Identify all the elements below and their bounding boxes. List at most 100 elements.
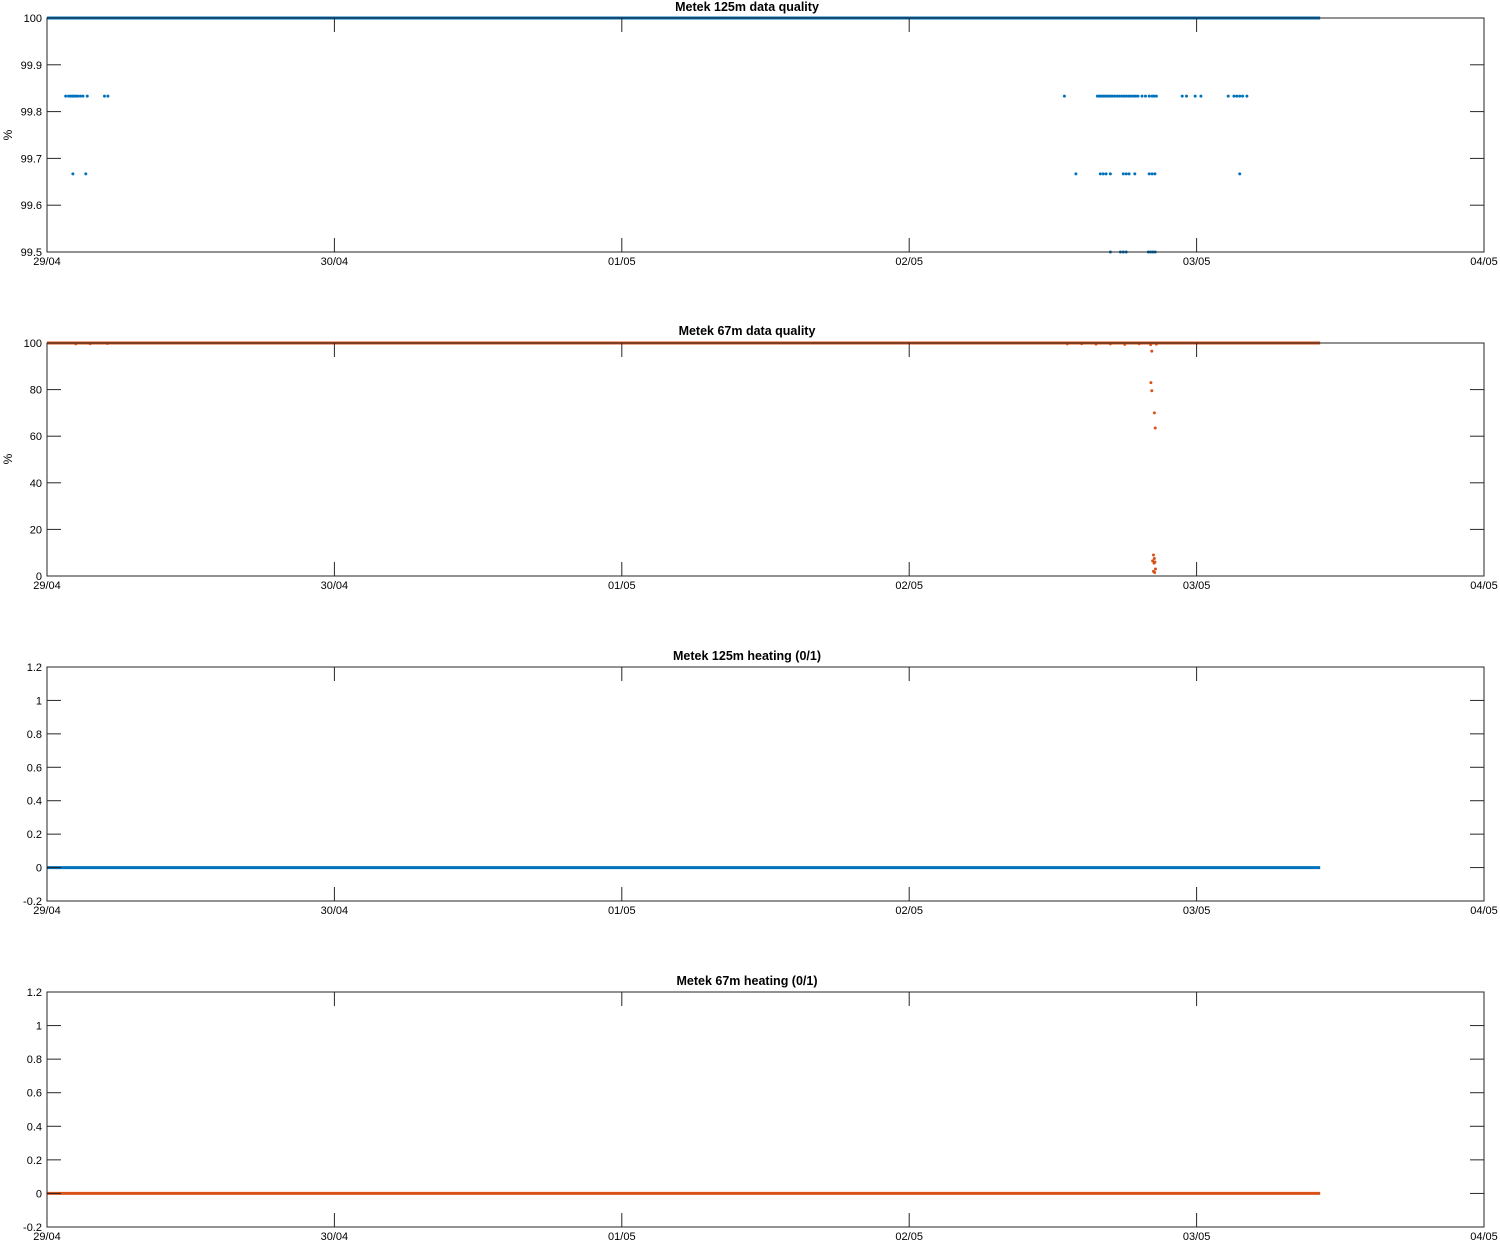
data-point xyxy=(1241,94,1245,98)
x-tick-label: 02/05 xyxy=(895,580,923,592)
data-point xyxy=(1152,561,1156,565)
data-point xyxy=(1129,94,1133,98)
y-tick-label: 0 xyxy=(36,571,42,583)
data-point xyxy=(1147,94,1151,98)
data-point xyxy=(1143,94,1147,98)
chart-title: Metek 67m heating (0/1) xyxy=(676,974,817,988)
data-point xyxy=(1111,94,1115,98)
y-tick-label: 100 xyxy=(24,13,42,25)
subplot-67m-data-quality: Metek 67m data quality % 29/04 30/04 01/05… xyxy=(1,324,1498,592)
y-tick-label: 99.6 xyxy=(21,200,42,212)
y-tick-label: 1.2 xyxy=(27,987,42,999)
data-point xyxy=(1185,94,1189,98)
y-tick-label: 60 xyxy=(30,431,42,443)
data-point xyxy=(1235,94,1239,98)
x-tick-label: 02/05 xyxy=(895,256,923,268)
axes-box xyxy=(46,666,1485,902)
plot-area: 29/04 30/04 01/05 02/05 03/05 04/05 -0.2 0 0.2 0.… xyxy=(23,662,1498,917)
x-tick-label: 04/05 xyxy=(1470,580,1498,592)
x-tick-label: 29/04 xyxy=(33,256,61,268)
y-tick-label: 0.2 xyxy=(27,1155,42,1167)
plot-area: 29/04 30/04 01/05 02/05 03/05 04/05 -0.2 0 0.2 0.… xyxy=(23,987,1498,1243)
x-tick-label: 03/05 xyxy=(1183,580,1211,592)
data-point xyxy=(1074,172,1078,176)
data-point xyxy=(1098,172,1102,176)
x-tick-label: 30/04 xyxy=(321,905,349,917)
data-point xyxy=(106,94,110,98)
data-point xyxy=(1149,381,1153,385)
x-tick-label: 30/04 xyxy=(321,1231,349,1243)
y-tick-label: 1 xyxy=(36,695,42,707)
x-tick-label: 01/05 xyxy=(608,580,636,592)
data-point xyxy=(1121,172,1125,176)
data-point xyxy=(1150,349,1154,353)
x-tick-label: 30/04 xyxy=(321,580,349,592)
data-point xyxy=(1151,553,1155,557)
data-point xyxy=(1124,172,1128,176)
axes-box xyxy=(46,17,1485,253)
data-point xyxy=(1238,94,1242,98)
data-point xyxy=(1152,411,1156,415)
data-point xyxy=(1131,94,1135,98)
data-point xyxy=(1153,426,1157,430)
plot-area: 29/04 30/04 01/05 02/05 03/05 04/05 0 20 40 60 80 1… xyxy=(24,338,1498,592)
x-tick-label: 29/04 xyxy=(33,1231,61,1243)
data-point xyxy=(1127,172,1131,176)
data-point xyxy=(1108,172,1112,176)
data-point xyxy=(1154,567,1157,571)
data-point xyxy=(1151,559,1155,563)
y-tick-label: 0 xyxy=(36,1188,42,1200)
data-point xyxy=(1113,94,1117,98)
x-tick-label: 29/04 xyxy=(33,905,61,917)
data-point xyxy=(1232,94,1236,98)
y-tick-label: 20 xyxy=(30,524,42,536)
y-axis-label: % xyxy=(1,453,15,464)
x-tick-label: 03/05 xyxy=(1183,905,1211,917)
data-point xyxy=(1199,94,1203,98)
x-tick-label: 29/04 xyxy=(33,580,61,592)
data-point xyxy=(1152,94,1156,98)
data-point xyxy=(1101,172,1105,176)
data-point xyxy=(81,94,85,98)
data-point xyxy=(71,172,75,176)
data-point xyxy=(1153,571,1157,574)
data-point xyxy=(1193,94,1197,98)
x-tick-label: 04/05 xyxy=(1470,1231,1498,1243)
x-tick-label: 02/05 xyxy=(895,905,923,917)
y-tick-label: 0.4 xyxy=(27,1121,42,1133)
x-tick-label: 03/05 xyxy=(1183,1231,1211,1243)
y-tick-label: 80 xyxy=(30,385,42,397)
data-point xyxy=(1062,94,1066,98)
data-point xyxy=(1127,94,1131,98)
plot-area: 29/04 30/04 01/05 02/05 03/05 04/05 99.5 99.6 99… xyxy=(21,13,1498,268)
x-tick-label: 01/05 xyxy=(608,1231,636,1243)
y-tick-label: 1.2 xyxy=(27,662,42,674)
data-point xyxy=(1115,94,1119,98)
y-tick-label: 100 xyxy=(24,338,42,350)
y-tick-label: 0.4 xyxy=(27,796,42,808)
chart-title: Metek 125m heating (0/1) xyxy=(673,649,821,663)
y-axis-label: % xyxy=(1,129,15,140)
y-tick-label: -0.2 xyxy=(23,1222,42,1234)
y-tick-label: -0.2 xyxy=(23,896,42,908)
x-tick-label: 04/05 xyxy=(1470,905,1498,917)
y-tick-label: 0.6 xyxy=(27,762,42,774)
x-tick-label: 30/04 xyxy=(321,256,349,268)
data-point xyxy=(1123,342,1127,346)
data-point xyxy=(1150,389,1154,393)
data-point xyxy=(76,94,80,98)
data-point xyxy=(1104,172,1108,176)
y-tick-label: 0 xyxy=(36,863,42,875)
data-point xyxy=(1147,172,1151,176)
data-point xyxy=(1124,94,1128,98)
y-tick-label: 0.2 xyxy=(27,829,42,841)
data-point xyxy=(1245,94,1249,98)
data-point xyxy=(1152,557,1156,561)
data-point xyxy=(1150,172,1154,176)
data-point xyxy=(1120,94,1124,98)
y-tick-label: 99.9 xyxy=(21,60,42,72)
y-tick-label: 40 xyxy=(30,478,42,490)
data-point xyxy=(1238,172,1242,176)
y-tick-label: 99.8 xyxy=(21,107,42,119)
